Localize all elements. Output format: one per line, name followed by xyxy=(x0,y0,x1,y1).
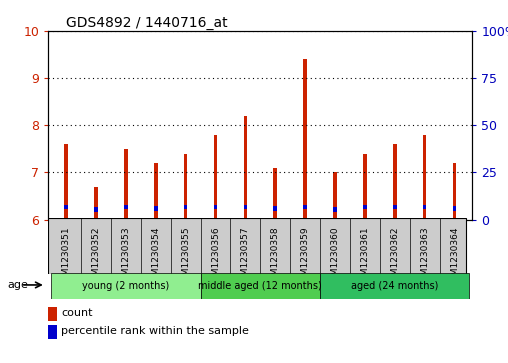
Text: GSM1230361: GSM1230361 xyxy=(360,226,369,287)
Bar xyxy=(453,206,456,211)
Bar xyxy=(94,207,98,212)
Text: GSM1230360: GSM1230360 xyxy=(331,226,339,287)
Text: GSM1230359: GSM1230359 xyxy=(301,226,310,287)
Text: GSM1230353: GSM1230353 xyxy=(121,226,131,287)
Bar xyxy=(244,116,247,220)
Text: middle aged (12 months): middle aged (12 months) xyxy=(199,281,322,291)
Text: aged (24 months): aged (24 months) xyxy=(351,281,438,291)
Bar xyxy=(65,144,68,220)
Text: percentile rank within the sample: percentile rank within the sample xyxy=(61,326,249,337)
Text: GSM1230356: GSM1230356 xyxy=(211,226,220,287)
Bar xyxy=(65,204,68,209)
Bar xyxy=(94,187,98,220)
Bar xyxy=(184,154,187,220)
Bar xyxy=(124,149,128,220)
Text: young (2 months): young (2 months) xyxy=(82,281,170,291)
Text: GSM1230364: GSM1230364 xyxy=(450,226,459,287)
Text: GSM1230363: GSM1230363 xyxy=(420,226,429,287)
Bar xyxy=(320,273,469,299)
Text: GSM1230355: GSM1230355 xyxy=(181,226,190,287)
Text: count: count xyxy=(61,308,92,318)
Bar xyxy=(393,204,397,209)
Text: age: age xyxy=(8,280,28,290)
Bar xyxy=(303,204,307,209)
Bar xyxy=(423,135,426,220)
Bar xyxy=(423,204,426,209)
Text: GSM1230354: GSM1230354 xyxy=(151,226,161,287)
Bar xyxy=(214,204,217,209)
Bar xyxy=(363,154,367,220)
Text: GSM1230358: GSM1230358 xyxy=(271,226,280,287)
Bar xyxy=(244,204,247,209)
Bar xyxy=(333,172,337,220)
Bar xyxy=(124,204,128,209)
Bar xyxy=(363,204,367,209)
Bar xyxy=(201,273,320,299)
Bar xyxy=(184,204,187,209)
Text: GSM1230362: GSM1230362 xyxy=(390,226,399,287)
Bar xyxy=(214,135,217,220)
Bar xyxy=(154,206,157,211)
Bar xyxy=(51,273,201,299)
Text: GSM1230357: GSM1230357 xyxy=(241,226,250,287)
Text: GDS4892 / 1440716_at: GDS4892 / 1440716_at xyxy=(66,16,228,30)
Bar xyxy=(303,59,307,220)
Bar xyxy=(333,207,337,212)
Bar xyxy=(273,206,277,211)
Bar xyxy=(154,163,157,220)
Bar xyxy=(453,163,456,220)
Text: GSM1230351: GSM1230351 xyxy=(61,226,71,287)
Bar xyxy=(273,168,277,220)
Bar xyxy=(393,144,397,220)
Text: GSM1230352: GSM1230352 xyxy=(91,226,101,287)
